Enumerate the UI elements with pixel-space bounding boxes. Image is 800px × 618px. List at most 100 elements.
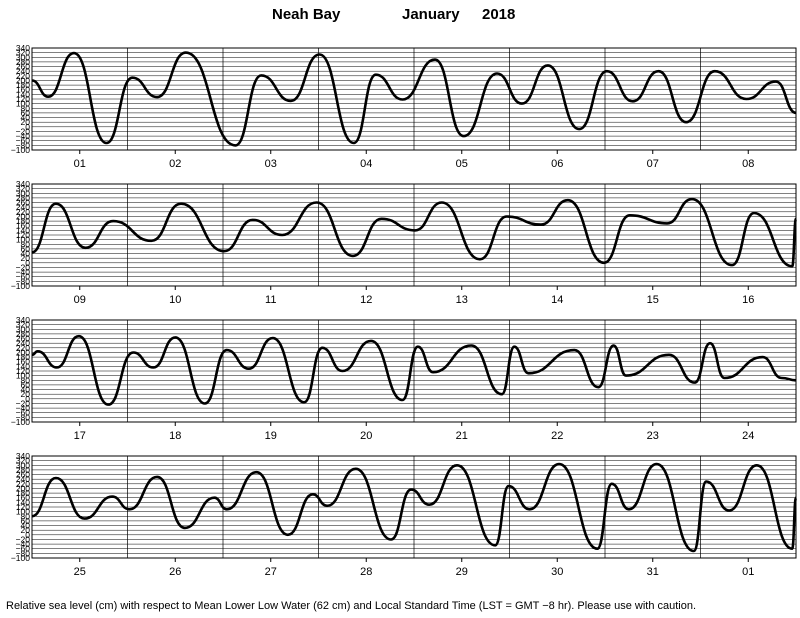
footnote: Relative sea level (cm) with respect to … [6,600,697,612]
day-label: 30 [551,566,563,578]
day-label: 28 [360,566,372,578]
y-tick-label: 180 [16,352,30,362]
y-tick-label: 0 [25,394,30,404]
y-tick-label: 80 [21,375,31,385]
day-label: 29 [456,566,468,578]
y-tick-label: −80 [16,140,31,150]
y-tick-label: −100 [11,417,30,427]
y-tick-label: −100 [11,145,30,155]
y-tick-label: 180 [16,216,30,226]
panel-frame [31,319,797,423]
day-label: 12 [360,294,372,306]
y-tick-label: 200 [16,75,30,85]
y-tick-label: 140 [16,225,30,235]
y-tick-label: 200 [16,483,30,493]
y-tick-label: 240 [16,338,30,348]
y-tick-label: 140 [16,89,30,99]
day-label: 14 [551,294,563,306]
y-tick-label: 280 [16,465,30,475]
y-tick-label: 80 [21,511,31,521]
y-tick-label: 320 [16,320,30,330]
y-tick-label: 80 [21,239,31,249]
day-label: 01 [742,566,754,578]
day-label: 22 [551,430,563,442]
y-tick-label: 60 [21,380,31,390]
y-tick-label: −40 [16,131,31,141]
day-label: 10 [169,294,181,306]
y-tick-label: 180 [16,80,30,90]
day-label: 09 [74,294,86,306]
y-tick-label: 300 [16,460,30,470]
day-label: 21 [456,430,468,442]
y-tick-label: 20 [21,525,31,535]
y-tick-label: 280 [16,329,30,339]
day-label: 05 [456,158,468,170]
y-tick-label: 220 [16,71,30,81]
y-tick-label: 300 [16,52,30,62]
y-tick-label: 160 [16,221,30,231]
y-tick-label: 40 [21,521,31,531]
y-tick-label: 280 [16,57,30,67]
y-tick-label: 240 [16,202,30,212]
y-tick-label: −40 [16,539,31,549]
y-tick-label: −100 [11,281,30,291]
day-label: 19 [265,430,277,442]
tide-curve [31,197,798,268]
chart-title-station: Neah Bay [272,6,341,23]
y-tick-label: 20 [21,253,31,263]
day-label: 31 [647,566,659,578]
y-tick-label: 60 [21,516,31,526]
y-tick-label: 40 [21,385,31,395]
chart-title-year: 2018 [482,6,516,23]
y-tick-label: 160 [16,85,30,95]
day-label: 02 [169,158,181,170]
y-tick-label: −40 [16,267,31,277]
day-label: 27 [265,566,277,578]
y-tick-label: 120 [16,366,30,376]
day-label: 20 [360,430,372,442]
y-tick-label: 320 [16,184,30,194]
day-label: 15 [647,294,659,306]
y-tick-label: 80 [21,103,31,113]
y-tick-label: 100 [16,99,30,109]
y-tick-label: −40 [16,403,31,413]
y-tick-label: 100 [16,507,30,517]
y-tick-label: −80 [16,548,31,558]
panel-frame [31,47,797,151]
y-tick-label: −80 [16,412,31,422]
y-tick-label: 120 [16,230,30,240]
day-label: 25 [74,566,86,578]
y-tick-label: 180 [16,488,30,498]
y-tick-label: 60 [21,108,31,118]
y-tick-label: 320 [16,48,30,58]
y-tick-label: −20 [16,262,31,272]
y-tick-label: 0 [25,258,30,268]
day-label: 08 [742,158,754,170]
y-tick-label: 260 [16,62,30,72]
y-tick-label: −20 [16,126,31,136]
y-tick-label: 40 [21,113,31,123]
day-label: 13 [456,294,468,306]
y-tick-label: 260 [16,334,30,344]
y-tick-label: 40 [21,249,31,259]
y-tick-label: 100 [16,235,30,245]
y-tick-label: 300 [16,188,30,198]
y-tick-label: 0 [25,122,30,132]
y-tick-label: 240 [16,66,30,76]
y-tick-label: 320 [16,456,30,466]
day-label: 03 [265,158,277,170]
day-label: 26 [169,566,181,578]
y-tick-label: 220 [16,479,30,489]
day-label: 11 [265,294,276,306]
y-tick-label: 220 [16,343,30,353]
y-tick-label: 200 [16,211,30,221]
chart-title-month: January [402,6,460,23]
tide-curve [31,334,797,406]
day-label: 04 [360,158,372,170]
y-tick-label: −20 [16,398,31,408]
y-tick-label: 220 [16,207,30,217]
y-tick-label: −100 [11,553,30,563]
day-label: 06 [551,158,563,170]
day-label: 07 [647,158,659,170]
